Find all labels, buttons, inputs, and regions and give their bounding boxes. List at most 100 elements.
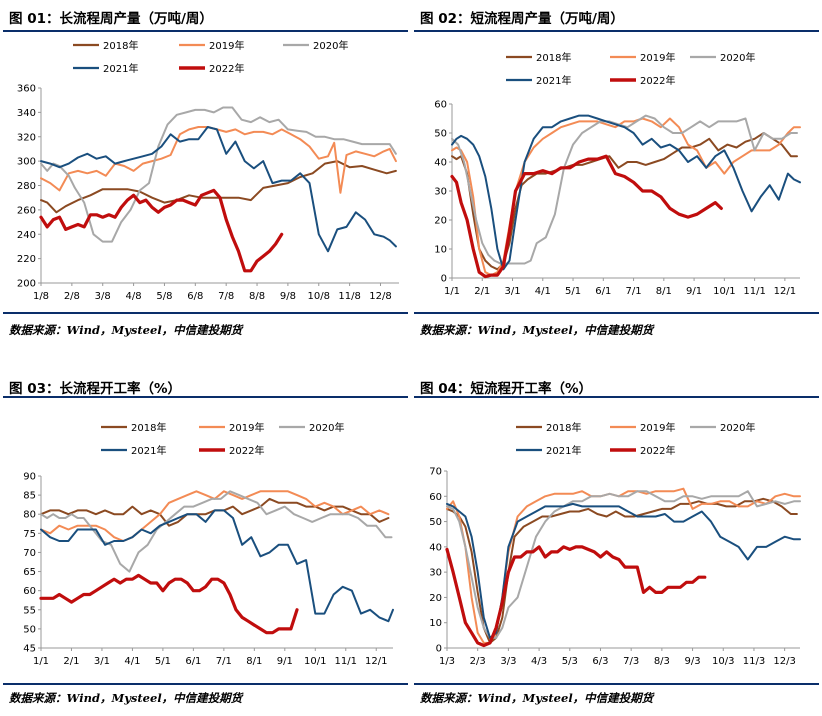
x-tick-label: 5/1 [565,286,581,297]
y-tick-label: 50 [429,517,442,528]
legend-label: 2018年 [546,421,581,434]
series-line-2018 [446,497,798,644]
y-tick-label: 30 [429,568,442,579]
x-tick-label: 4/1 [535,286,551,297]
y-tick-label: 65 [23,567,36,578]
figure-01-chart: 200 220 240 260 280 300 320 340 360 1/8 2/8 3/8 4/8 5… [17,39,399,302]
y-tick-label: 20 [434,216,447,227]
legend-label: 2021年 [546,444,581,457]
legend-label: 2020年 [720,421,755,434]
legend-label: 2020年 [720,51,755,64]
x-tick-label: 2/1 [63,656,79,667]
y-tick-label: 70 [429,467,442,478]
x-tick-label: 2/3 [470,656,486,667]
x-tick-label: 3/3 [500,656,516,667]
y-tick-label: 240 [17,230,36,241]
x-tick-label: 9/8 [280,291,296,302]
series-line-2021 [40,126,397,253]
x-tick-label: 6/3 [592,656,608,667]
title-rule [3,396,408,398]
legend-label: 2022年 [209,62,244,75]
x-tick-label: 9/3 [685,656,701,667]
x-tick-label: 8/1 [246,656,262,667]
series-line-2019 [40,126,397,194]
y-tick-label: 260 [17,205,36,216]
x-tick-label: 3/1 [94,656,110,667]
x-tick-label: 9/1 [277,656,293,667]
series-line-2021 [451,114,801,271]
x-tick-label: 6/1 [185,656,201,667]
x-tick-label: 3/8 [95,291,111,302]
x-tick-label: 10/1 [304,656,326,667]
y-tick-label: 85 [23,491,36,502]
x-tick-label: 11/8 [338,291,360,302]
y-tick-label: 90 [23,472,36,483]
x-tick-label: 5/3 [562,656,578,667]
y-tick-label: 50 [23,624,36,635]
x-tick-label: 4/3 [531,656,547,667]
source-note: 数据来源：Wind，Mysteel，中信建投期货 [420,691,654,705]
figure-03-chart: 45 50 55 60 65 70 75 80 85 90 1/1 2/1 3/1 4/1 5/1 6/1 7/… [23,421,394,667]
figure-01-title: 图 01：长流程周产量（万吨/周） [9,11,213,27]
figure-02-title: 图 02：短流程周产量（万吨/周） [420,11,624,27]
legend-label: 2022年 [640,74,675,87]
figure-02-panel: 图 02：短流程周产量（万吨/周） 0 10 20 30 40 50 60 1/1 2/1 3/1… [414,0,819,346]
y-tick-label: 75 [23,529,36,540]
x-tick-label: 8/8 [249,291,265,302]
y-tick-label: 45 [23,644,36,655]
y-tick-label: 0 [441,274,447,285]
x-tick-label: 4/8 [126,291,142,302]
x-tick-label: 7/3 [623,656,639,667]
source-rule [3,683,408,685]
y-tick-label: 60 [434,100,447,111]
source-note: 数据来源：Wind，Mysteel，中信建投期货 [420,323,654,337]
x-tick-label: 8/3 [654,656,670,667]
y-tick-label: 50 [434,129,447,140]
y-tick-label: 10 [429,618,442,629]
y-tick-label: 320 [17,132,36,143]
x-tick-label: 1/3 [439,656,455,667]
legend-label: 2022年 [640,444,675,457]
x-tick-label: 2/8 [64,291,80,302]
x-tick-label: 1/1 [33,656,49,667]
series-line-2022 [39,573,299,635]
y-tick-label: 360 [17,84,36,95]
figure-04-chart: 0 10 20 30 40 50 60 70 1/3 2/3 3/3 4/3 5/3 6/3 7/3 8/3 9… [429,421,801,667]
title-rule [414,396,819,398]
y-tick-label: 200 [17,279,36,290]
x-tick-label: 5/1 [155,656,171,667]
legend-label: 2019年 [640,421,675,434]
x-tick-label: 12/1 [365,656,387,667]
x-tick-label: 11/1 [335,656,357,667]
x-tick-label: 7/8 [218,291,234,302]
y-tick-label: 60 [23,586,36,597]
series-line-2022 [450,154,723,279]
series-line-2020 [451,114,798,265]
y-tick-label: 40 [429,542,442,553]
source-rule [3,312,408,314]
title-rule [3,30,408,32]
series-line-2021 [40,509,394,623]
source-note: 数据来源：Wind，Mysteel，中信建投期货 [9,323,243,337]
series-line-2021 [446,502,801,639]
x-tick-label: 1/1 [444,286,460,297]
y-tick-label: 55 [23,605,36,616]
figure-03-title: 图 03：长流程开工率（%） [9,381,182,397]
x-tick-label: 7/1 [626,286,642,297]
legend-label: 2020年 [309,421,344,434]
x-tick-label: 6/1 [595,286,611,297]
legend-label: 2018年 [103,39,138,52]
figure-02-chart: 0 10 20 30 40 50 60 1/1 2/1 3/1 4/1 5/1 6/1 7/1 8/1 9/1… [434,51,801,297]
y-tick-label: 340 [17,108,36,119]
series-line-2018 [40,160,397,214]
x-tick-label: 2/1 [474,286,490,297]
y-tick-label: 40 [434,158,447,169]
series-line-2020 [40,490,393,573]
x-tick-label: 1/8 [33,291,49,302]
x-tick-label: 8/1 [656,286,672,297]
x-tick-label: 10/1 [713,286,735,297]
y-tick-label: 220 [17,254,36,265]
y-tick-label: 60 [429,492,442,503]
y-tick-label: 300 [17,157,36,168]
series-line-2022 [39,188,284,273]
